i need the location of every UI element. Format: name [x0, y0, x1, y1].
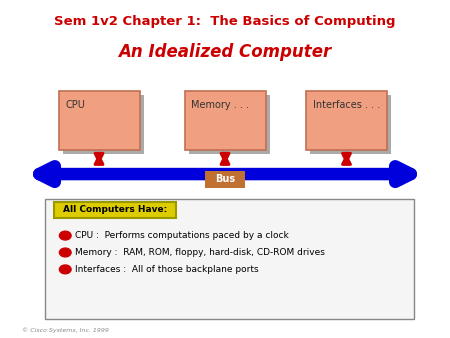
Text: CPU: CPU [65, 100, 85, 110]
Text: Sem 1v2 Chapter 1:  The Basics of Computing: Sem 1v2 Chapter 1: The Basics of Computi… [54, 16, 396, 28]
FancyBboxPatch shape [189, 95, 270, 154]
FancyBboxPatch shape [45, 199, 414, 319]
FancyBboxPatch shape [205, 171, 245, 188]
Circle shape [59, 231, 71, 240]
Text: CPU :  Performs computations paced by a clock: CPU : Performs computations paced by a c… [75, 231, 289, 240]
FancyBboxPatch shape [310, 95, 391, 154]
Text: An Idealized Computer: An Idealized Computer [118, 43, 332, 62]
Circle shape [59, 265, 71, 274]
FancyBboxPatch shape [184, 91, 266, 150]
FancyBboxPatch shape [54, 202, 176, 218]
Circle shape [59, 248, 71, 257]
Text: All Computers Have:: All Computers Have: [63, 206, 167, 214]
Text: Memory :  RAM, ROM, floppy, hard-disk, CD-ROM drives: Memory : RAM, ROM, floppy, hard-disk, CD… [75, 248, 325, 257]
Text: Memory . . .: Memory . . . [191, 100, 249, 110]
FancyBboxPatch shape [58, 91, 140, 150]
Text: © Cisco Systems, Inc. 1999: © Cisco Systems, Inc. 1999 [22, 327, 109, 333]
Text: Interfaces . . .: Interfaces . . . [313, 100, 380, 110]
Text: Interfaces :  All of those backplane ports: Interfaces : All of those backplane port… [75, 265, 259, 274]
Text: Bus: Bus [215, 174, 235, 184]
FancyBboxPatch shape [306, 91, 387, 150]
FancyBboxPatch shape [63, 95, 144, 154]
